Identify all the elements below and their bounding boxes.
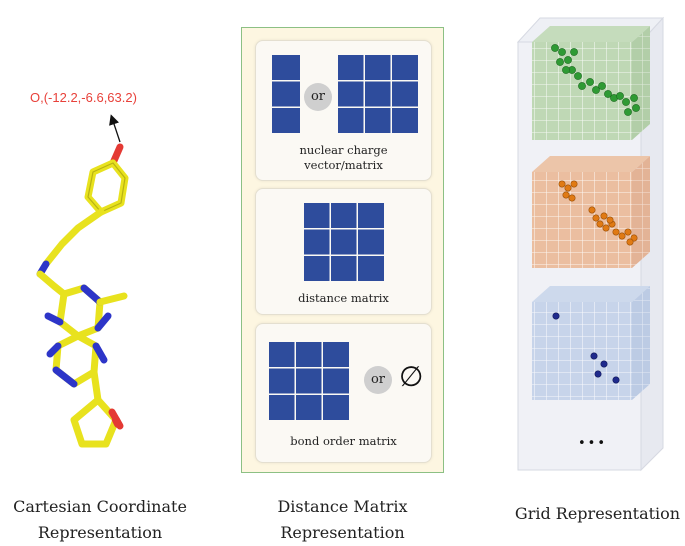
distance-caption: Distance Matrix Representation (241, 494, 444, 546)
molecule-structure (36, 114, 129, 448)
nuclear-charge-matrix (338, 55, 418, 133)
orange-grid-cube (532, 156, 650, 268)
grid-tower (516, 16, 665, 472)
more-ellipsis: ••• (578, 436, 608, 451)
distance-matrix-panel: or nuclear charge vector/matrix distance… (241, 27, 444, 473)
distance-matrix-grid (304, 203, 384, 281)
annotation-arrow (109, 114, 121, 143)
cartesian-caption: Cartesian Coordinate Representation (0, 494, 200, 546)
nuclear-charge-label-line2: vector/matrix (304, 158, 383, 172)
distance-matrix-card: distance matrix (255, 188, 432, 315)
cartesian-caption-line1: Cartesian Coordinate (13, 497, 187, 516)
blue-grid-cube (532, 286, 650, 400)
distance-caption-line2: Representation (280, 523, 405, 542)
nuclear-charge-label-line1: nuclear charge (299, 143, 388, 157)
bond-order-card: or ∅ bond order matrix (255, 323, 432, 463)
empty-set-symbol: ∅ (399, 360, 424, 393)
or-badge-1: or (304, 83, 332, 111)
cartesian-caption-line2: Representation (37, 523, 163, 542)
distance-matrix-label: distance matrix (298, 291, 389, 305)
green-grid-cube (532, 26, 650, 140)
nuclear-charge-label: nuclear charge vector/matrix (256, 143, 431, 173)
nuclear-charge-vector (272, 55, 300, 133)
bond-order-label: bond order matrix (290, 434, 397, 448)
atom-coordinate-annotation: O,(-12.2,-6.6,63.2) (30, 90, 137, 105)
distance-caption-line1: Distance Matrix (277, 497, 408, 516)
or-badge-2: or (364, 366, 392, 394)
nuclear-charge-card: or nuclear charge vector/matrix (255, 40, 432, 181)
grid-caption: Grid Representation (514, 504, 681, 523)
bond-order-matrix (269, 342, 349, 420)
